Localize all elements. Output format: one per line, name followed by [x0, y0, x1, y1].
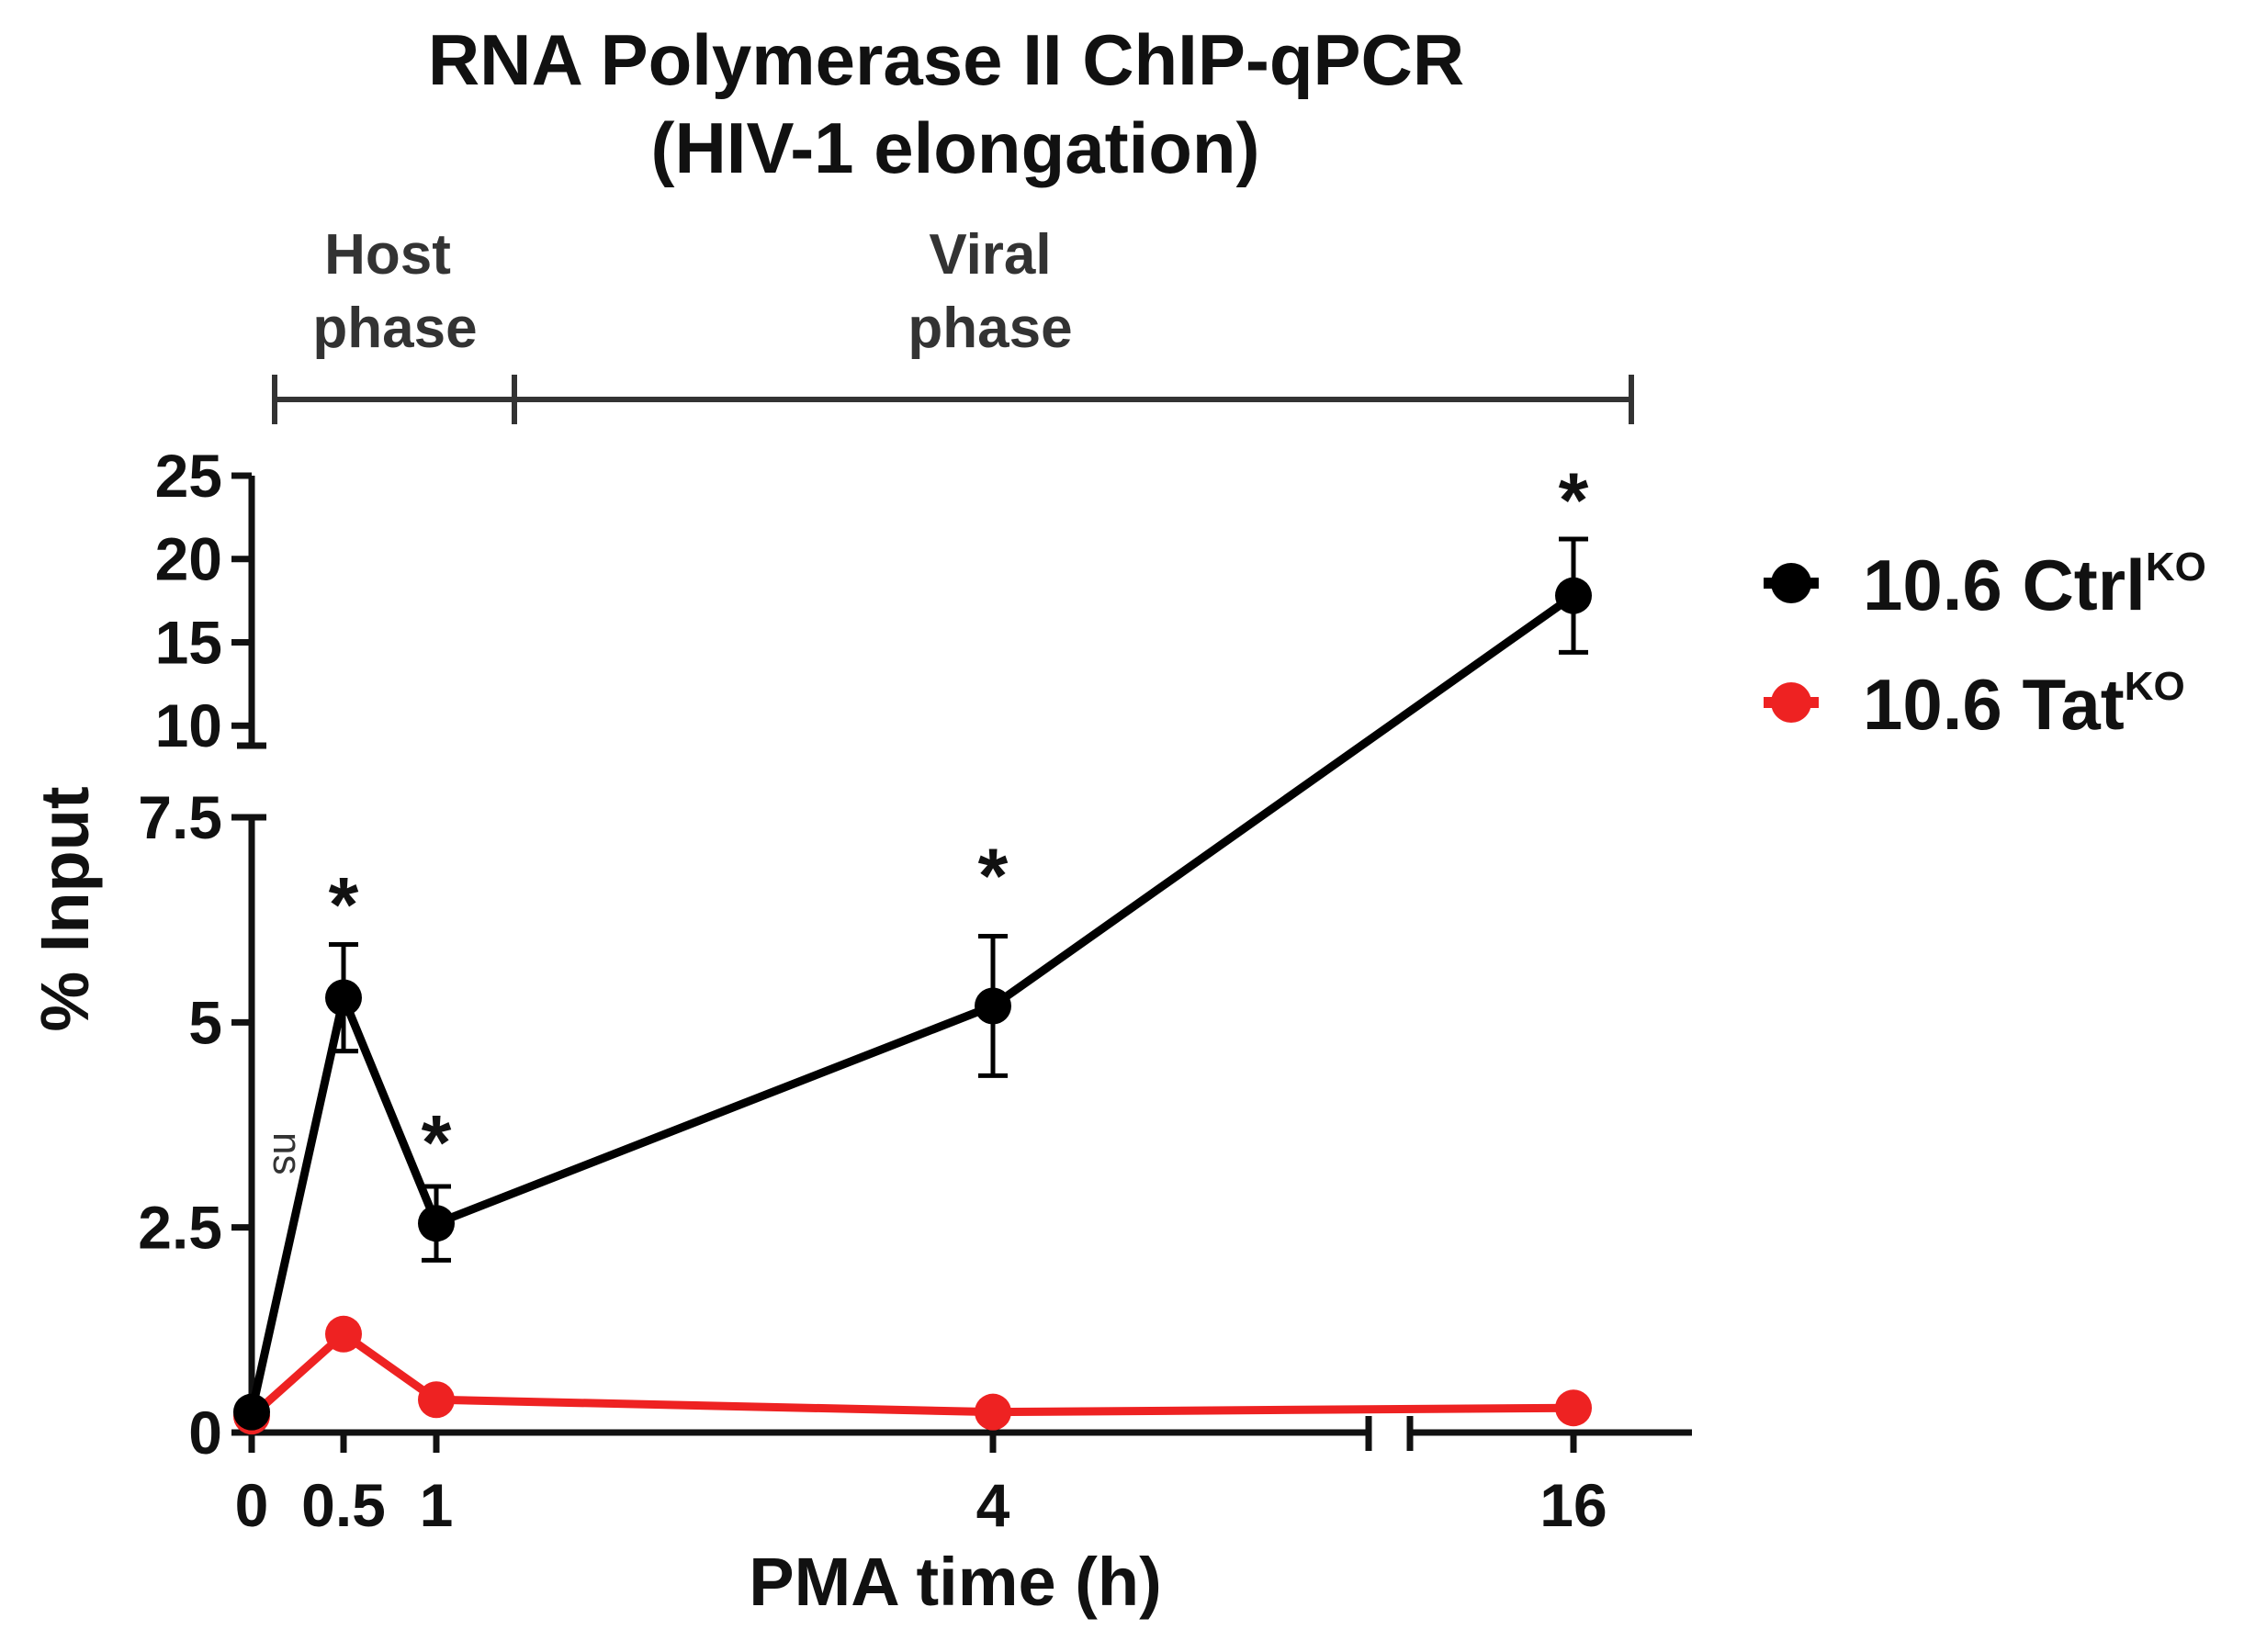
data-point [1555, 577, 1592, 614]
host-phase-label-line1: Host [324, 223, 451, 287]
data-point [233, 1393, 270, 1431]
y-tick-label: 5 [188, 988, 222, 1056]
x-ticks: 0 0.5 1 4 16 [235, 1433, 1607, 1539]
legend-label-tat: 10.6 TatKO [1863, 664, 2185, 745]
legend-item-tat: 10.6 TatKO [1764, 664, 2185, 745]
viral-phase-label-line2: phase [908, 297, 1072, 360]
legend-marker-ctrl [1771, 563, 1811, 603]
host-phase-label-line2: phase [312, 297, 477, 360]
legend-label-ctrl-sup: KO [2146, 545, 2206, 590]
data-point [1555, 1389, 1592, 1427]
legend-label-tat-name: 10.6 Tat [1863, 664, 2125, 745]
x-tick-label: 4 [976, 1471, 1010, 1539]
x-axis-title: PMA time (h) [749, 1544, 1161, 1620]
annotation-layer: * * * * ns [265, 456, 1589, 1185]
data-point [325, 1315, 362, 1353]
data-point [325, 979, 362, 1017]
data-point [975, 987, 1011, 1025]
viral-phase-label-line1: Viral [929, 223, 1051, 287]
y-tick-label: 20 [155, 525, 222, 593]
y-tick-label: 10 [155, 691, 222, 759]
y-tick-label: 7.5 [138, 783, 222, 851]
data-point [975, 1393, 1011, 1431]
axes [237, 476, 1692, 1451]
significance-star: * [422, 1099, 452, 1186]
legend-label-ctrl-name: 10.6 Ctrl [1863, 545, 2146, 625]
chart-title-line1: RNA Polymerase II ChIP-qPCR [428, 19, 1464, 100]
series-line [247, 591, 1576, 1413]
y-tick-label: 2.5 [138, 1194, 222, 1262]
significance-star: * [1559, 456, 1589, 543]
y-tick-label: 15 [155, 608, 222, 676]
y-tick-label: 25 [155, 442, 222, 510]
legend-label-ctrl: 10.6 CtrlKO [1863, 545, 2206, 625]
significance-star: * [329, 861, 359, 948]
y-tick-label: 0 [188, 1399, 222, 1467]
y-axis-title: % Input [27, 786, 103, 1031]
legend-marker-tat [1771, 682, 1811, 723]
chart-title-line2: (HIV-1 elongation) [651, 107, 1260, 188]
ns-annotation: ns [265, 1132, 310, 1174]
y-ticks: 0 2.5 5 7.5 10 15 20 25 [138, 442, 252, 1467]
legend: 10.6 CtrlKO 10.6 TatKO [1764, 545, 2206, 745]
legend-label-tat-sup: KO [2125, 664, 2185, 709]
x-tick-label: 0.5 [301, 1471, 386, 1539]
phase-bracket [272, 375, 1634, 424]
x-tick-label: 1 [420, 1471, 454, 1539]
series-0 [233, 536, 1592, 1431]
legend-item-ctrl: 10.6 CtrlKO [1764, 545, 2206, 625]
data-point [418, 1205, 455, 1242]
x-tick-label: 0 [235, 1471, 269, 1539]
series-1 [233, 1315, 1592, 1435]
x-tick-label: 16 [1539, 1471, 1607, 1539]
significance-star: * [978, 833, 1009, 919]
series-layer [233, 536, 1592, 1435]
data-point [418, 1381, 455, 1419]
